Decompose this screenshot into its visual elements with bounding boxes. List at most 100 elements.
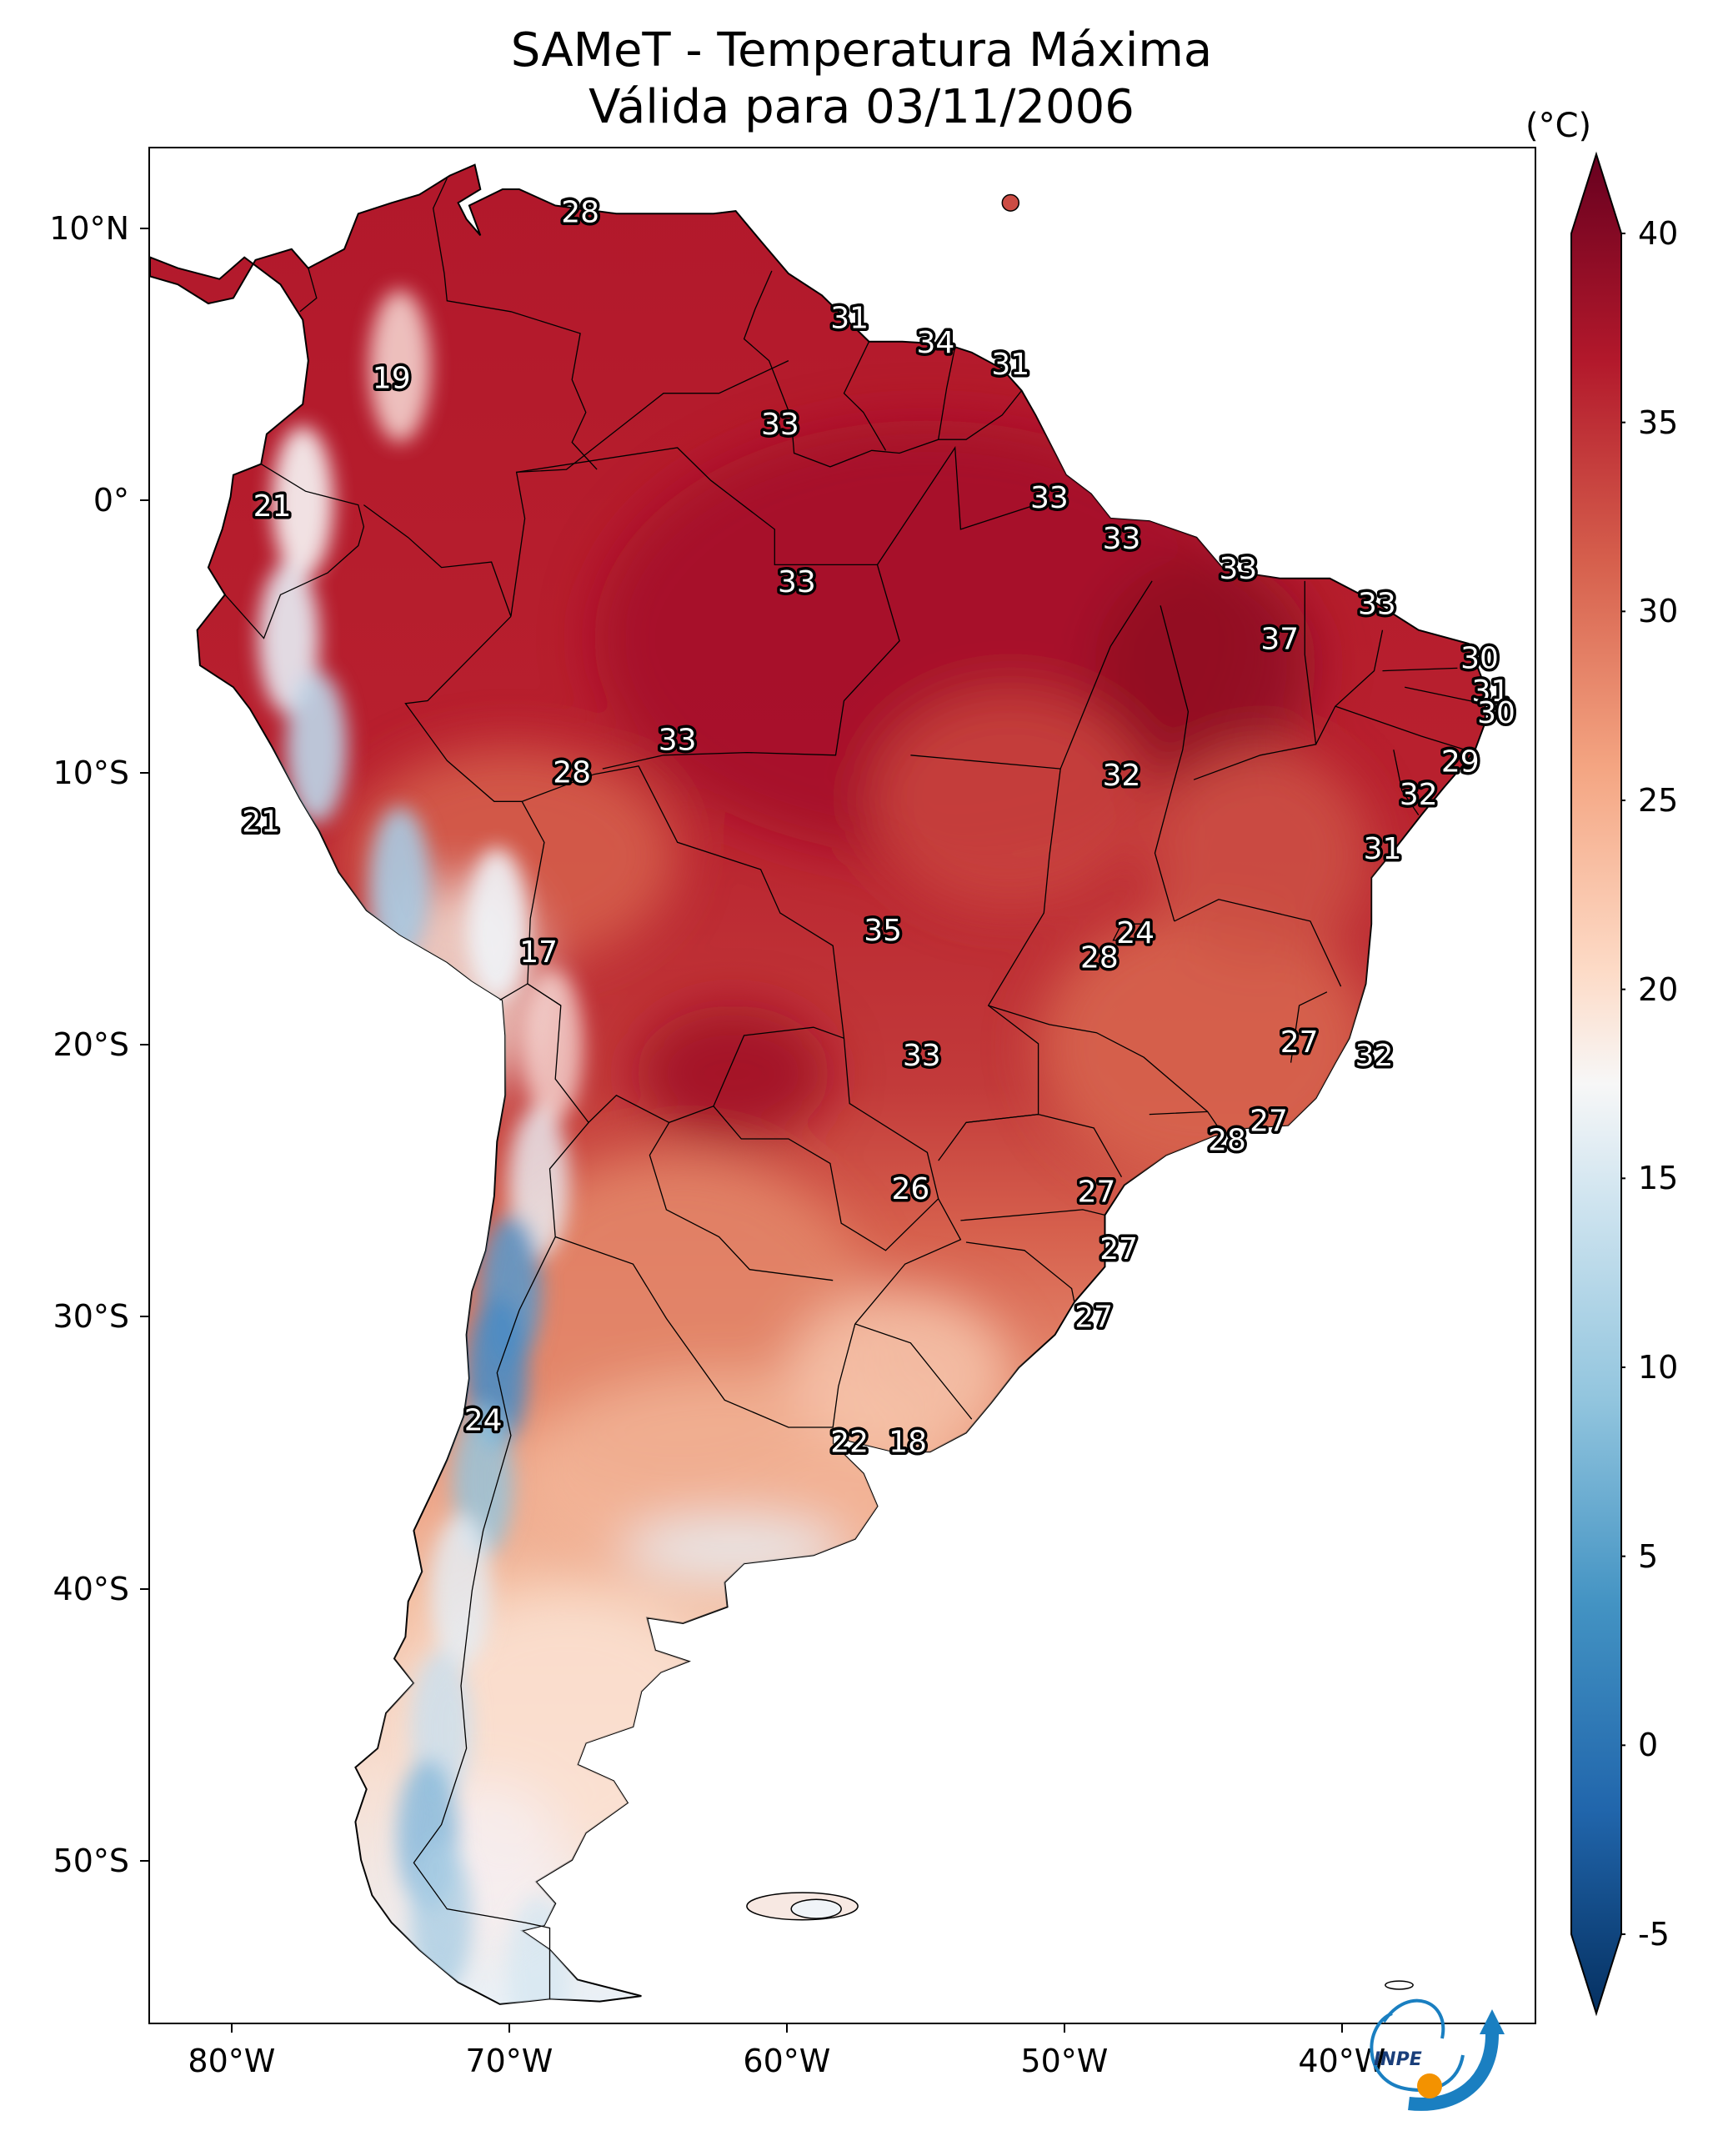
border-line (521, 800, 939, 1251)
temperature-label: 31 (1364, 832, 1402, 866)
latitude-label: 20°S (53, 1026, 129, 1064)
temperature-patch (1038, 910, 1372, 1183)
latitude-tick (140, 1860, 148, 1863)
temperature-label: 22 (830, 1426, 869, 1460)
border-line (713, 1026, 844, 1107)
border-line (1174, 899, 1342, 987)
andes-patch (258, 562, 320, 714)
temperature-label: 33 (1030, 481, 1069, 515)
longitude-tick (230, 2024, 233, 2033)
temperature-patch (1149, 747, 1372, 965)
longitude-tick (1340, 2024, 1343, 2033)
longitude-tick (508, 2024, 510, 2033)
temperature-label: 21 (253, 489, 292, 524)
island (1385, 1980, 1414, 1990)
border-line (960, 1209, 1105, 1221)
latitude-tick (140, 227, 148, 229)
border-line (554, 1236, 834, 1428)
map-title: SAMeT - Temperatura Máxima (510, 23, 1213, 78)
temperature-label: 28 (561, 195, 599, 229)
temperature-label: 33 (761, 408, 799, 442)
andes-patch (466, 847, 528, 1000)
border-line (1290, 991, 1328, 1063)
latitude-tick (140, 499, 148, 502)
border-line (1112, 923, 1142, 941)
border-line (510, 360, 789, 617)
inpe-logo: INPE (1370, 1998, 1505, 2111)
temperature-label: 21 (242, 805, 280, 839)
colorbar-label: 0 (1638, 1727, 1659, 1764)
border-line (413, 1121, 589, 1999)
longitude-label: 60°W (743, 2043, 831, 2079)
temperature-patch (622, 1517, 844, 1583)
temperature-patch (1094, 556, 1316, 775)
border-line (1315, 629, 1384, 745)
border-line (299, 268, 318, 313)
temperature-patch (788, 1291, 1011, 1455)
border-line (965, 1241, 1075, 1302)
colorbar-unit: (°C) (1525, 107, 1592, 145)
border-line (433, 178, 598, 470)
temperature-label: 24 (464, 1403, 503, 1437)
temperature-label: 32 (1355, 1039, 1394, 1073)
colorbar-ticks (1621, 233, 1625, 1935)
temperature-label: 32 (1103, 759, 1141, 793)
temperature-label: 26 (892, 1172, 930, 1206)
colorbar-label: 25 (1638, 782, 1679, 819)
border-line (988, 1005, 1209, 1112)
temperature-patch (635, 1005, 830, 1142)
border-line (965, 1113, 1123, 1178)
temperature-label: 32 (1400, 778, 1438, 812)
temperature-label: 35 (864, 914, 902, 948)
border-line (516, 447, 900, 770)
andes-patch (272, 425, 333, 579)
colorbar (1570, 151, 1625, 2017)
andes-patch (522, 970, 584, 1123)
temperature-label: 19 (373, 361, 411, 395)
border-line (363, 504, 512, 617)
border-line (910, 580, 1153, 770)
continent-land (150, 163, 1486, 2005)
temperature-label: 27 (1250, 1104, 1288, 1138)
temperature-label: 28 (1208, 1123, 1246, 1157)
latitude-tick (140, 1587, 148, 1590)
map-panel: 28 19 21 31 34 31 33 33 33 33 33 33 37 30 31 30 29 32 33 28… (148, 147, 1536, 2024)
andes-patch (286, 670, 348, 824)
latitude-label: 30°S (53, 1298, 129, 1336)
colorbar-label: 30 (1638, 593, 1679, 630)
temperature-label: 33 (778, 565, 816, 599)
latitude-tick (140, 771, 148, 774)
longitude-label: 70°W (465, 2043, 553, 2079)
map-subtitle-date: Válida para 03/11/2006 (589, 80, 1134, 134)
border-line (743, 270, 1023, 468)
andes-patch (411, 1841, 473, 1993)
temperature-label: 28 (1080, 941, 1119, 975)
border-line (224, 464, 365, 639)
border-line (1405, 686, 1483, 704)
latitude-tick (140, 1316, 148, 1318)
colorbar-label: 10 (1638, 1349, 1679, 1386)
border-line (1335, 705, 1475, 754)
border-line (876, 446, 1036, 565)
colorbar-label: 35 (1638, 404, 1679, 441)
temperature-label: 37 (1260, 623, 1299, 657)
temperature-map: 2819213134313333333333333730313029323328… (150, 163, 1519, 2005)
latitude-label: 10°S (53, 754, 129, 791)
andes-patch (430, 1514, 492, 1667)
border-line (1154, 605, 1190, 922)
temperature-labels: 2819213134313333333333333730313029323328… (239, 193, 1519, 1462)
latitude-label: 40°S (53, 1570, 129, 1607)
temperature-label: 27 (1078, 1175, 1116, 1209)
border-line (938, 347, 956, 440)
border-line (1382, 667, 1458, 672)
border-line (1149, 1111, 1225, 1137)
latitude-tick (140, 1044, 148, 1046)
andes-patch (369, 806, 431, 960)
border-line (649, 1122, 834, 1281)
temperature-label: 34 (916, 326, 954, 360)
temperature-label: 33 (659, 724, 697, 758)
longitude-label: 80°W (188, 2043, 276, 2079)
falkland-islands (746, 193, 1414, 1990)
colorbar-label: 15 (1638, 1160, 1679, 1197)
logo-text: INPE (1374, 2049, 1422, 2070)
